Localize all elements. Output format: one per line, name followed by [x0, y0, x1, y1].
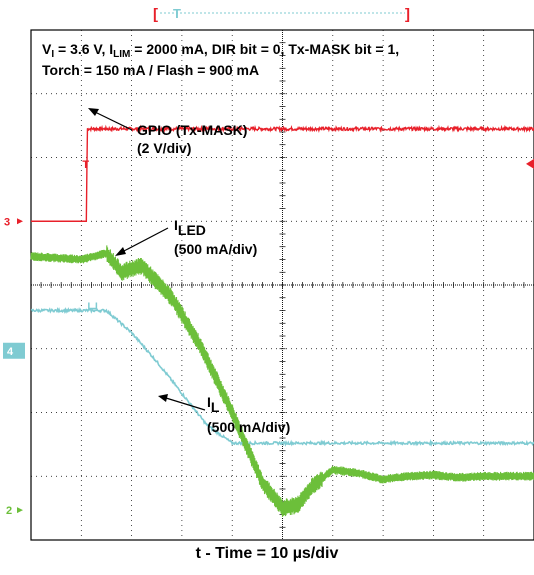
- channel-2-arrow: [17, 507, 23, 514]
- annotation-gpio: GPIO (Tx-MASK) (2 V/div): [88, 108, 247, 156]
- annotation-il-scale: (500 mA/div): [207, 419, 290, 435]
- channel-3-arrow: [17, 218, 23, 225]
- annotation-iled-name: ILED: [174, 217, 206, 238]
- channel-markers: 3 T 4 2: [3, 158, 534, 517]
- trace-iled: [30, 306, 534, 447]
- trace-gpio: [31, 124, 534, 222]
- channel-4-marker-box: [3, 342, 25, 359]
- annotation-iled-scale: (500 mA/div): [174, 241, 257, 257]
- trigger-level-arrow: [526, 158, 534, 169]
- trigger-position-bar: [ T ]: [153, 6, 410, 23]
- channel-4-marker: 4: [7, 346, 14, 358]
- trace-il: [30, 245, 534, 517]
- chart-title: VI = 3.6 V, ILIM = 2000 mA, DIR bit = 0,…: [42, 41, 399, 78]
- annotation-gpio-scale: (2 V/div): [137, 140, 191, 156]
- x-axis-label: t - Time = 10 µs/div: [195, 545, 339, 562]
- title-line-1: VI = 3.6 V, ILIM = 2000 mA, DIR bit = 0,…: [42, 41, 399, 60]
- title-line-2: Torch = 150 mA / Flash = 900 mA: [42, 62, 259, 78]
- channel-3-marker: 3: [4, 216, 10, 228]
- trigger-bar-right-bracket: ]: [405, 6, 410, 23]
- annotation-iled: ILED (500 mA/div): [115, 217, 257, 257]
- trigger-t-marker: T: [82, 159, 89, 171]
- traces: [30, 124, 534, 517]
- annotation-gpio-name: GPIO (Tx-MASK): [137, 122, 247, 138]
- trigger-bar-mark: T: [173, 6, 181, 21]
- graticule: [30, 29, 534, 541]
- iled-trace-marker: [88, 302, 98, 310]
- annotation-il: IL (500 mA/div): [158, 394, 290, 435]
- trigger-bar-left-bracket: [: [153, 6, 158, 23]
- annotation-il-name: IL: [207, 394, 220, 415]
- channel-2-marker: 2: [6, 505, 12, 517]
